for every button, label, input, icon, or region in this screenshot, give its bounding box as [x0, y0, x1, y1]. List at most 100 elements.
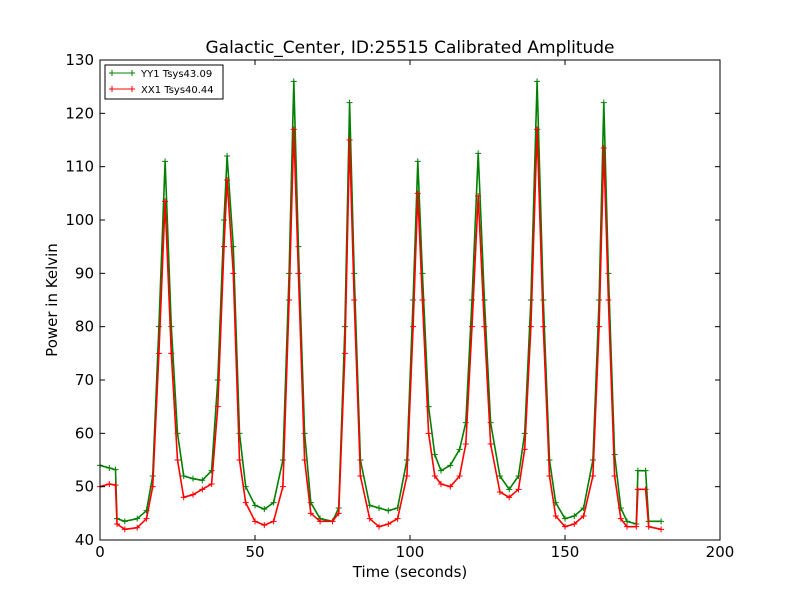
data-point [199, 477, 206, 484]
data-point [634, 486, 641, 493]
data-point [475, 150, 482, 157]
data-point [447, 483, 454, 490]
data-point [106, 481, 113, 487]
x-tick-label: 0 [95, 543, 105, 561]
data-point [552, 513, 559, 519]
data-point [224, 153, 231, 159]
data-point [236, 457, 243, 463]
data-point [357, 473, 364, 479]
data-point [642, 486, 649, 493]
data-point [190, 475, 196, 482]
data-point [346, 137, 353, 143]
data-point [236, 430, 243, 437]
data-point [611, 473, 618, 479]
data-point [527, 323, 534, 330]
data-point [329, 518, 336, 525]
data-point [571, 513, 578, 519]
data-point [419, 297, 426, 303]
data-point [190, 491, 196, 498]
data-point [376, 523, 382, 530]
y-tick-label: 120 [65, 104, 94, 122]
data-point [174, 457, 181, 463]
y-tick-label: 100 [65, 211, 94, 229]
data-point [242, 499, 249, 506]
data-point [261, 522, 268, 529]
data-point [600, 145, 607, 151]
data-point [605, 297, 612, 303]
x-tick-label: 200 [706, 543, 735, 561]
data-point [224, 177, 231, 183]
data-point [221, 243, 227, 250]
data-point [214, 377, 221, 383]
data-point [515, 486, 522, 493]
plot-area [100, 60, 720, 540]
data-point [414, 158, 421, 165]
data-point [346, 99, 353, 106]
data-point [496, 489, 503, 495]
data-point [534, 126, 541, 133]
data-point [403, 473, 410, 479]
x-tick-label: 100 [396, 543, 425, 561]
data-point [134, 524, 141, 531]
legend-label-yy1: YY1 Tsys43.09 [140, 69, 212, 80]
x-tick-label: 150 [551, 543, 580, 561]
data-point [634, 467, 641, 474]
data-point [431, 451, 438, 458]
x-tick-label: 50 [245, 543, 264, 561]
data-point [143, 515, 150, 522]
data-point [487, 419, 494, 426]
data-point [134, 515, 141, 522]
data-point [546, 473, 553, 479]
legend-label-xx1: XX1 Tsys40.44 [141, 85, 214, 96]
y-tick-label: 90 [75, 264, 94, 282]
series-layer [97, 78, 665, 533]
data-point [642, 467, 649, 474]
data-point [447, 462, 454, 469]
data-point [162, 198, 169, 205]
data-point [252, 502, 258, 509]
data-point [290, 78, 297, 85]
data-point [155, 323, 162, 330]
data-point [562, 515, 568, 522]
data-point [301, 430, 308, 437]
data-point [385, 521, 392, 527]
data-point [341, 350, 348, 357]
data-point [475, 193, 482, 199]
data-point [456, 446, 463, 453]
data-point [230, 270, 237, 277]
data-point [589, 473, 596, 479]
legend-entry-yy1: YY1 Tsys43.09 [109, 69, 212, 80]
data-point [410, 297, 417, 303]
data-point [469, 323, 475, 330]
data-point [270, 518, 277, 525]
data-point [168, 350, 175, 357]
chart-title: Galactic_Center, ID:25515 Calibrated Amp… [205, 38, 614, 58]
data-point [496, 473, 503, 479]
data-point [317, 518, 324, 525]
data-point [208, 467, 215, 474]
y-tick-label: 110 [65, 158, 94, 176]
data-point [106, 465, 113, 471]
data-point [252, 518, 258, 525]
data-point [580, 513, 587, 519]
data-point [279, 457, 286, 463]
data-point [270, 499, 277, 506]
data-point [385, 507, 392, 514]
data-point [438, 467, 444, 474]
data-point [658, 526, 665, 533]
data-point [199, 486, 206, 493]
data-point [410, 323, 417, 330]
data-point [419, 270, 426, 277]
legend-marker-xx1 [109, 86, 135, 92]
data-point [506, 494, 513, 501]
data-point [633, 523, 640, 530]
data-point [295, 270, 302, 277]
data-point [624, 518, 630, 525]
data-point [366, 502, 373, 509]
data-point [481, 323, 488, 330]
y-tick-label: 70 [75, 371, 94, 389]
data-point [351, 297, 358, 303]
data-point [162, 158, 169, 165]
data-point [462, 441, 469, 447]
